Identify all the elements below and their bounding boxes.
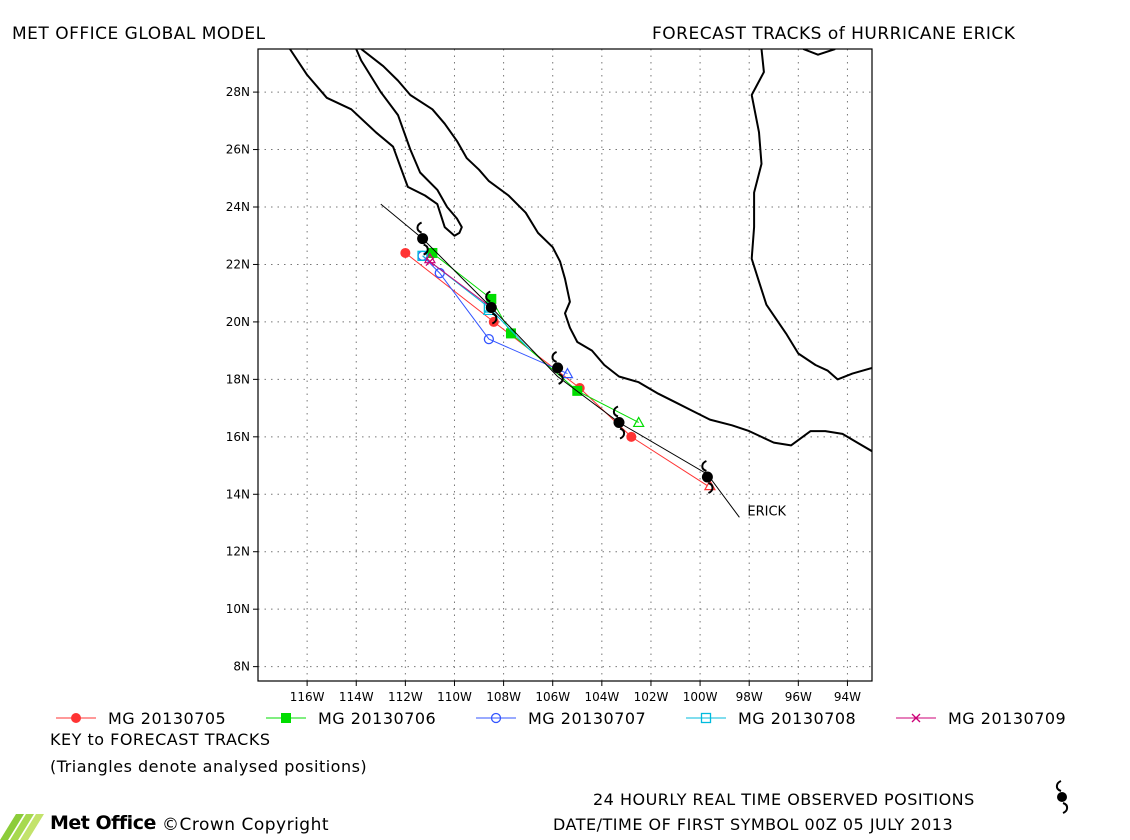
forecast-track-line — [422, 255, 568, 375]
forecast-position-marker — [505, 328, 516, 339]
key-title: KEY to FORECAST TRACKS — [50, 730, 271, 749]
hurricane-symbol-icon — [416, 221, 429, 256]
forecast-datetime: DATE/TIME OF FIRST SYMBOL 00Z 05 JULY 20… — [553, 815, 954, 834]
lon-tick-label: 94W — [834, 690, 861, 704]
lat-tick-label: 18N — [226, 372, 250, 386]
legend-label: MG 20130708 — [738, 709, 856, 728]
lat-tick-label: 8N — [233, 660, 250, 674]
legend-entry: MG 20130705 — [56, 709, 226, 728]
header-right-title: FORECAST TRACKS of HURRICANE ERICK — [652, 24, 1016, 44]
lat-tick-label: 24N — [226, 200, 250, 214]
lon-tick-label: 96W — [785, 690, 812, 704]
hurricane-symbol-icon — [612, 405, 626, 440]
lat-tick-label: 26N — [226, 143, 250, 157]
legend: MG 20130705 MG 20130706 MG 20130707 MG 2013… — [56, 709, 1066, 728]
lon-tick-label: 116W — [290, 690, 325, 704]
legend-marker — [700, 712, 712, 724]
analysed-position-triangle — [632, 416, 645, 428]
coastline — [289, 49, 872, 453]
coastline-segment — [750, 49, 872, 381]
storm-label: ERICK — [747, 504, 786, 519]
legend-marker — [911, 713, 921, 723]
lat-tick-label: 22N — [226, 257, 250, 271]
coastline-segment — [802, 49, 836, 56]
analysed-position-triangle — [561, 367, 574, 379]
hurricane-symbol-icon — [701, 460, 714, 494]
met-office-logo-icon — [0, 814, 44, 840]
legend-marker — [281, 713, 291, 723]
lat-tick-label: 12N — [226, 545, 250, 559]
legend-entry: MG 20130709 — [896, 709, 1066, 728]
observed-track-line — [380, 203, 740, 518]
coastline-segment — [289, 49, 463, 237]
hurricane-symbol-legend-icon — [1055, 780, 1069, 814]
legend-label: MG 20130707 — [528, 709, 646, 728]
legend-marker — [490, 712, 502, 724]
legend-label: MG 20130705 — [108, 709, 226, 728]
lon-tick-label: 104W — [584, 690, 619, 704]
lat-tick-label: 20N — [226, 315, 250, 329]
lon-tick-label: 106W — [535, 690, 570, 704]
lat-tick-label: 16N — [226, 430, 250, 444]
legend-label: MG 20130706 — [318, 709, 436, 728]
lon-tick-label: 112W — [388, 690, 423, 704]
lon-tick-label: 100W — [683, 690, 718, 704]
lat-tick-label: 10N — [226, 602, 250, 616]
hurricane-symbol-icon — [485, 290, 498, 325]
forecast-position-marker — [417, 250, 428, 261]
forecast-position-marker — [427, 247, 438, 258]
forecast-position-marker — [486, 293, 497, 304]
forecast-track-line — [429, 261, 492, 308]
legend-entry: MG 20130707 — [476, 709, 646, 728]
map-frame — [257, 48, 873, 682]
observed-track — [380, 203, 740, 518]
header-left-title: MET OFFICE GLOBAL MODEL — [12, 24, 266, 44]
legend-entry: MG 20130708 — [686, 709, 856, 728]
forecast-position-marker — [626, 431, 637, 442]
legend-entry: MG 20130706 — [266, 709, 436, 728]
lon-tick-label: 108W — [486, 690, 521, 704]
lon-tick-label: 98W — [736, 690, 763, 704]
axis-ticks: 116W 114W 112W 110W 108W 106W 104W 102W 100W 98W 9… — [226, 85, 861, 704]
hurricane-symbol-icon — [551, 350, 564, 385]
crown-copyright: ©Crown Copyright — [162, 815, 330, 835]
legend-marker — [71, 713, 81, 723]
lat-tick-label: 28N — [226, 85, 250, 99]
map-grid — [258, 49, 872, 681]
lon-tick-label: 110W — [437, 690, 472, 704]
observed-positions-note: 24 HOURLY REAL TIME OBSERVED POSITIONS — [593, 790, 975, 809]
forecast-track-line — [432, 252, 639, 423]
lon-tick-label: 114W — [339, 690, 374, 704]
legend-label: MG 20130709 — [948, 709, 1066, 728]
forecast-position-marker — [483, 333, 495, 345]
met-office-logo-text: Met Office — [50, 812, 156, 834]
analysed-position-triangle — [423, 252, 436, 264]
lat-tick-label: 14N — [226, 487, 250, 501]
lon-tick-label: 102W — [634, 690, 669, 704]
coastline-segment — [360, 49, 872, 453]
triangle-note: (Triangles denote analysed positions) — [50, 757, 368, 776]
forecast-position-marker — [400, 247, 411, 258]
forecast-tracks — [400, 247, 716, 491]
